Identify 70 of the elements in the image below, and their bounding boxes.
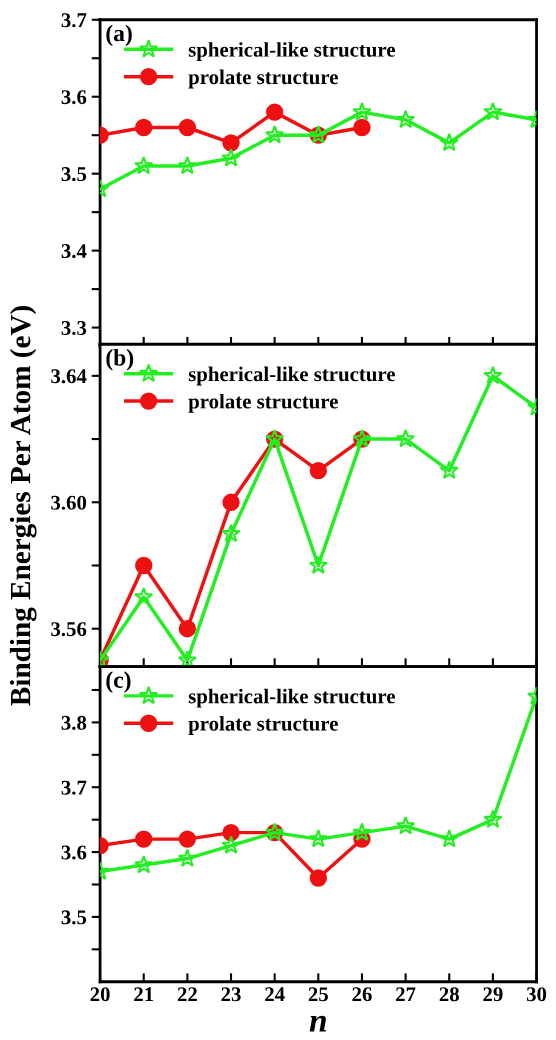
- x-tick-label: 25: [308, 987, 328, 1002]
- y-tick-label: 3.6: [61, 90, 87, 105]
- y-tick-label: 3.7: [61, 13, 87, 28]
- point: [483, 365, 503, 385]
- point: [309, 461, 327, 480]
- point: [265, 103, 284, 121]
- point: [353, 118, 371, 137]
- y-tick-label: 3.5: [61, 167, 87, 182]
- y-tick-label: 3.7: [61, 780, 87, 795]
- point: [178, 620, 197, 638]
- point: [308, 829, 328, 848]
- x-tick-label: 21: [134, 987, 154, 1002]
- y-tick-label: 3.56: [51, 622, 87, 637]
- y-tick-label: 3.5: [61, 910, 87, 925]
- point: [135, 556, 153, 575]
- x-tick-label: 27: [396, 987, 416, 1002]
- point: [134, 854, 154, 874]
- y-tick-label: 3.8: [61, 715, 87, 730]
- point: [439, 132, 459, 152]
- y-tick-label: 3.3: [61, 321, 87, 336]
- legend-label: prolate structure: [188, 69, 338, 89]
- point: [352, 822, 372, 841]
- y-axis-title: Binding Energies Per Atom (eV): [9, 306, 37, 706]
- point: [395, 816, 416, 835]
- annotation: (c): [106, 671, 131, 693]
- point: [221, 148, 241, 167]
- legend-label: prolate structure: [188, 716, 338, 735]
- point: [439, 460, 459, 480]
- x-tick-label: 24: [265, 987, 285, 1002]
- legend-label: prolate structure: [188, 393, 338, 413]
- point: [178, 118, 197, 137]
- point: [178, 830, 197, 848]
- point: [134, 587, 154, 606]
- y-tick-label: 3.60: [51, 495, 87, 510]
- point: [222, 134, 240, 152]
- point: [265, 125, 285, 144]
- point: [135, 830, 153, 848]
- y-tick-label: 3.6: [61, 845, 87, 860]
- annotation: (b): [106, 349, 134, 371]
- x-axis-title: n: [309, 1015, 326, 1032]
- point: [177, 155, 197, 175]
- x-tick-label: 29: [483, 987, 503, 1002]
- point: [177, 848, 197, 867]
- x-tick-label: 28: [439, 987, 459, 1002]
- x-tick-label: 22: [177, 987, 197, 1002]
- point: [134, 155, 154, 175]
- x-tick-label: 20: [90, 987, 110, 1002]
- point: [222, 493, 240, 511]
- point: [308, 555, 328, 574]
- point: [309, 869, 327, 887]
- point: [221, 523, 241, 543]
- y-tick-label: 3.4: [61, 244, 87, 259]
- point: [221, 835, 241, 854]
- point: [352, 102, 372, 121]
- annotation: (a): [106, 24, 132, 47]
- point: [177, 650, 197, 667]
- point: [439, 829, 459, 848]
- point: [483, 102, 503, 121]
- legend-label: spherical-like structure: [188, 366, 395, 386]
- x-tick-label: 30: [526, 987, 547, 1002]
- point: [483, 809, 503, 828]
- point: [395, 109, 416, 129]
- point: [222, 823, 240, 842]
- legend-label: spherical-like structure: [188, 688, 395, 708]
- point: [135, 118, 153, 137]
- x-tick-label: 23: [221, 987, 241, 1002]
- legend-label: spherical-like structure: [188, 42, 395, 62]
- y-tick-label: 3.64: [51, 369, 87, 384]
- point: [395, 429, 416, 448]
- x-tick-label: 26: [352, 987, 372, 1002]
